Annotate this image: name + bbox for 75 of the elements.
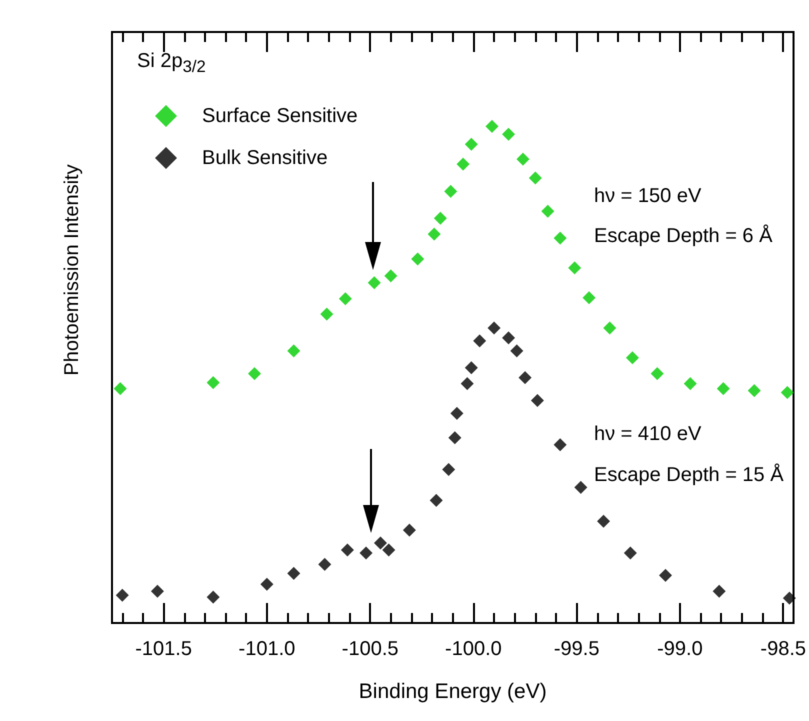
point xyxy=(411,252,424,266)
x-tick-label: -99.5 xyxy=(554,638,600,660)
point xyxy=(448,431,462,444)
point xyxy=(338,292,352,306)
point xyxy=(382,543,396,556)
point xyxy=(516,152,530,166)
point xyxy=(528,172,542,185)
point xyxy=(716,382,730,396)
point xyxy=(434,212,447,225)
point xyxy=(782,592,796,605)
x-tick-label: -101.5 xyxy=(135,638,192,660)
point xyxy=(624,546,637,560)
point xyxy=(287,566,300,580)
point xyxy=(684,377,697,390)
point xyxy=(430,494,443,507)
y-axis-title: Photoemission Intensity xyxy=(61,164,83,376)
point xyxy=(368,276,381,290)
point xyxy=(488,321,501,334)
point xyxy=(114,382,127,396)
point xyxy=(150,584,164,598)
x-tick-label: -100.0 xyxy=(445,638,502,660)
point xyxy=(568,261,582,274)
point xyxy=(582,291,596,304)
point xyxy=(464,138,478,151)
point xyxy=(260,578,274,591)
point xyxy=(510,344,524,358)
point xyxy=(340,543,354,556)
x-axis-title: Binding Energy (eV) xyxy=(358,680,547,703)
point xyxy=(603,321,616,334)
point xyxy=(502,331,516,344)
x-tick-label: -98.5 xyxy=(760,638,806,660)
point xyxy=(574,480,588,494)
point xyxy=(780,386,794,400)
point xyxy=(658,568,672,582)
annotation: Escape Depth = 15 Å xyxy=(594,463,784,486)
point xyxy=(473,334,486,348)
point xyxy=(650,367,664,380)
point xyxy=(374,536,387,550)
legend-label: Surface Sensitive xyxy=(202,105,358,127)
point xyxy=(248,367,261,380)
legend-label: Bulk Sensitive xyxy=(202,147,328,169)
point xyxy=(502,128,516,141)
x-tick-label: -100.5 xyxy=(342,638,399,660)
point xyxy=(460,377,474,390)
point xyxy=(206,590,220,604)
point xyxy=(360,546,373,560)
point xyxy=(518,371,532,384)
point xyxy=(554,438,567,452)
point xyxy=(206,376,220,390)
point xyxy=(384,269,398,282)
chart-title: Si 2p$_{3/2}$ xyxy=(137,50,206,77)
point xyxy=(464,361,478,374)
point xyxy=(748,384,761,398)
point xyxy=(456,158,470,171)
annotation: Escape Depth = 6 Å xyxy=(594,224,774,247)
point xyxy=(597,514,610,528)
annotation: hν = 410 eV xyxy=(594,423,702,445)
point xyxy=(486,120,499,133)
point xyxy=(428,228,441,241)
point xyxy=(444,184,458,198)
point xyxy=(541,204,554,218)
point xyxy=(318,558,332,571)
point xyxy=(554,232,567,245)
point xyxy=(442,463,456,476)
point xyxy=(320,308,334,321)
x-tick-label: -99.0 xyxy=(657,638,703,660)
annotation: hν = 150 eV xyxy=(594,185,702,207)
x-tick-label: -101.0 xyxy=(238,638,296,660)
point xyxy=(626,351,639,364)
point xyxy=(450,406,464,420)
point xyxy=(116,588,129,602)
point xyxy=(287,344,300,358)
point xyxy=(402,524,416,537)
point xyxy=(712,584,726,598)
point xyxy=(530,394,544,408)
